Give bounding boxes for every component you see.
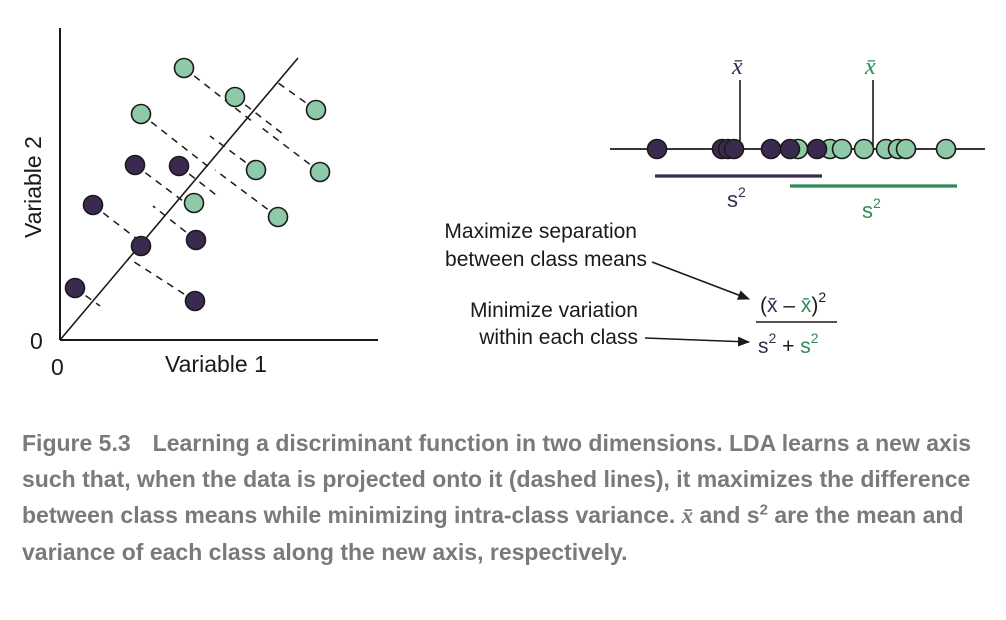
- data-point-class-a: [82, 194, 104, 216]
- projection-line: [234, 96, 284, 135]
- y-axis-label: Variable 2: [20, 136, 46, 238]
- formula-numerator: (x̄ – x̄)2: [760, 289, 826, 317]
- projected-class-a-points: [646, 138, 828, 160]
- projection-line: [127, 257, 196, 302]
- data-point-class-b: [267, 206, 289, 228]
- formula-denominator: s2 + s2: [758, 330, 819, 358]
- projected-point-class-a: [760, 138, 782, 160]
- projected-point-class-b: [853, 138, 875, 160]
- fisher-criterion-formula: (x̄ – x̄)2 s2 + s2: [756, 289, 837, 358]
- projection-line: [261, 127, 321, 173]
- projected-axis: x̄ x̄ s2 s2: [610, 54, 985, 223]
- projection-line: [273, 79, 317, 111]
- projection-line: [178, 165, 221, 199]
- caption-variance-symbol: s2: [746, 501, 768, 528]
- maximize-label-line2: between class means: [445, 248, 647, 271]
- projection-lines: [74, 67, 321, 307]
- caption-text-part1: Learning a discriminant function in two …: [22, 430, 972, 528]
- maximize-arrow: [651, 261, 750, 300]
- projected-point-class-a: [806, 138, 828, 160]
- discriminant-axis: [59, 57, 299, 341]
- lda-diagram: 0 0 Variable 1 Variable 2 x̄ x̄: [20, 28, 985, 380]
- minimize-arrow: [644, 336, 750, 347]
- data-point-class-a: [124, 154, 146, 176]
- mean-symbol-class-b: x̄: [864, 54, 876, 80]
- class-a-points: [64, 154, 207, 312]
- class-b-points: [130, 57, 331, 228]
- projected-point-class-b: [895, 138, 917, 160]
- data-point-class-b: [309, 161, 331, 183]
- projected-point-class-a: [646, 138, 668, 160]
- variance-label-class-a: s2: [727, 184, 746, 212]
- mean-symbol-class-a: x̄: [731, 54, 743, 80]
- data-point-class-a: [184, 290, 206, 312]
- data-point-class-b: [305, 99, 327, 121]
- data-point-class-b: [173, 57, 195, 79]
- data-point-class-b: [183, 192, 205, 214]
- data-point-class-a: [185, 229, 207, 251]
- caption-mean-symbol: x̄: [681, 503, 694, 528]
- figure-caption: Figure 5.3 Learning a discriminant functi…: [22, 425, 990, 570]
- figure-label: Figure 5.3: [22, 430, 131, 456]
- projected-point-class-b: [831, 138, 853, 160]
- annotations: Maximize separation between class means …: [444, 220, 750, 349]
- data-point-class-b: [130, 103, 152, 125]
- caption-and: and: [699, 502, 741, 528]
- projection-line: [209, 135, 257, 171]
- x-origin-label: 0: [51, 354, 64, 380]
- scatter-plot: 0 0 Variable 1 Variable 2: [20, 28, 378, 380]
- maximize-label-line1: Maximize separation: [444, 220, 637, 243]
- data-point-class-b: [245, 159, 267, 181]
- minimize-label-line1: Minimize variation: [470, 299, 638, 322]
- projection-line: [183, 67, 254, 123]
- variance-label-class-b: s2: [862, 195, 881, 223]
- projection-line: [140, 113, 211, 169]
- projected-point-class-a: [723, 138, 745, 160]
- x-axis-label: Variable 1: [165, 351, 267, 377]
- caption-text-part2: are the mean and variance of each class …: [22, 502, 964, 565]
- projection-line: [214, 169, 279, 218]
- projection-line: [134, 164, 188, 205]
- y-origin-label: 0: [30, 328, 43, 354]
- data-point-class-b: [224, 86, 246, 108]
- projected-point-class-b: [935, 138, 957, 160]
- projection-line: [152, 205, 197, 241]
- minimize-label-line2: within each class: [478, 326, 638, 349]
- data-point-class-a: [130, 235, 152, 257]
- projected-point-class-a: [779, 138, 801, 160]
- data-point-class-a: [64, 277, 86, 299]
- data-point-class-a: [168, 155, 190, 177]
